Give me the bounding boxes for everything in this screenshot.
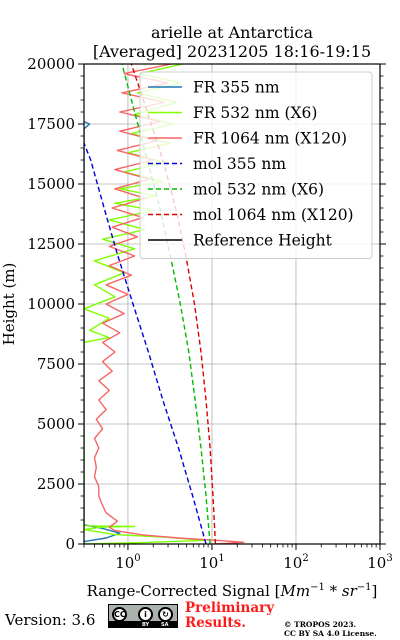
series-line-4 <box>121 64 211 544</box>
y-tick-label: 0 <box>65 535 75 553</box>
sa-icon: ↻ <box>158 607 173 622</box>
legend-box <box>139 71 373 259</box>
version-label: Version: 3.6 <box>5 611 96 629</box>
y-tick-label: 17500 <box>27 115 75 133</box>
y-tick-label: 2500 <box>37 475 75 493</box>
legend-label-1: FR 532 nm (X6) <box>193 104 317 122</box>
chart-subtitle: [Averaged] 20231205 18:16-19:15 <box>93 42 371 61</box>
preliminary-notice: Preliminary Results. <box>185 601 274 631</box>
legend-label-0: FR 355 nm <box>193 79 280 97</box>
x-tick-label: 103 <box>367 553 392 572</box>
y-tick-label: 15000 <box>27 175 75 193</box>
sa-text: SA <box>161 622 169 628</box>
legend-label-6: Reference Height <box>193 232 333 250</box>
series-line-3 <box>84 142 207 544</box>
y-tick-label: 5000 <box>37 415 75 433</box>
x-axis-label: Range-Corrected Signal [Mm−1 * sr−1] <box>87 582 378 600</box>
copyright-line1: © TROPOS 2023. <box>284 620 357 629</box>
copyright: © TROPOS 2023. CC BY SA 4.0 License. <box>284 620 377 638</box>
chart-title: arielle at Antarctica <box>151 23 314 42</box>
x-tick-label: 102 <box>283 553 308 572</box>
by-icon: i <box>138 607 153 622</box>
cc-icon: CC <box>112 607 127 622</box>
legend-label-5: mol 1064 nm (X120) <box>193 206 354 224</box>
series-line-2 <box>93 64 245 544</box>
legend-label-2: FR 1064 nm (X120) <box>193 130 347 148</box>
x-tick-label: 101 <box>199 553 224 572</box>
y-tick-label: 12500 <box>27 235 75 253</box>
y-tick-label: 10000 <box>27 295 75 313</box>
y-tick-label: 20000 <box>27 55 75 73</box>
copyright-line2: CC BY SA 4.0 License. <box>284 629 377 638</box>
preliminary-line2: Results. <box>185 615 246 631</box>
legend: FR 355 nm FR 532 nm (X6) FR 1064 nm (X120)… <box>139 71 373 259</box>
cc-band <box>109 621 177 627</box>
y-tick-label: 7500 <box>37 355 75 373</box>
x-tick-label: 100 <box>115 553 140 572</box>
plot-frame <box>83 63 381 545</box>
by-text: BY <box>142 622 150 628</box>
preliminary-line1: Preliminary <box>185 600 275 616</box>
legend-label-4: mol 532 nm (X6) <box>193 181 324 199</box>
series-line-5 <box>130 64 217 544</box>
y-axis-label: Height (m) <box>0 263 18 346</box>
legend-label-3: mol 355 nm <box>193 155 286 173</box>
cc-license-logo[interactable]: CC i ↻ BY SA <box>108 604 178 628</box>
